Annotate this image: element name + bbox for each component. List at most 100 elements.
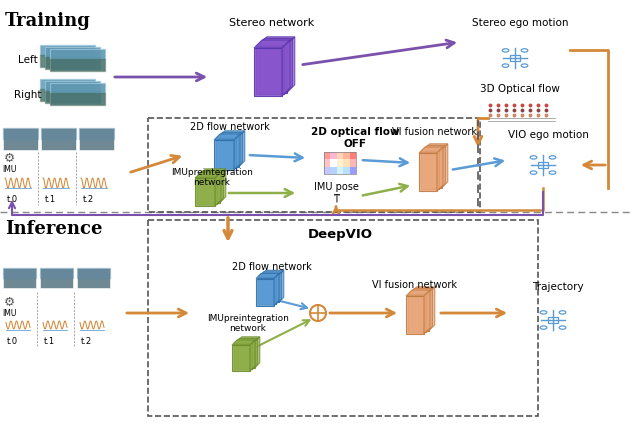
Polygon shape [284,39,292,95]
Polygon shape [408,294,427,332]
Polygon shape [350,167,356,174]
Polygon shape [411,293,429,331]
Polygon shape [324,152,330,159]
Polygon shape [343,152,350,159]
Polygon shape [429,287,435,331]
Polygon shape [421,145,445,151]
Polygon shape [261,271,284,275]
Polygon shape [411,287,435,293]
Polygon shape [237,337,260,342]
Polygon shape [337,167,343,174]
Polygon shape [424,150,442,188]
Text: t.0: t.0 [6,338,18,346]
Polygon shape [287,37,295,93]
Polygon shape [256,273,279,279]
Polygon shape [220,169,226,203]
Polygon shape [258,272,282,277]
Text: DeepVIO: DeepVIO [307,228,372,241]
Polygon shape [324,167,330,174]
Bar [148,220,538,416]
Polygon shape [330,152,337,159]
Bar [324,152,356,174]
Text: IMU pose
T: IMU pose T [314,182,358,204]
Polygon shape [219,137,239,167]
Polygon shape [408,288,432,294]
Text: t.0: t.0 [6,195,18,204]
Polygon shape [253,338,258,369]
Bar [77,268,110,288]
Polygon shape [427,288,432,332]
Polygon shape [254,48,282,96]
Polygon shape [256,279,274,306]
Polygon shape [439,145,445,190]
Polygon shape [277,272,282,304]
Polygon shape [406,296,424,334]
Polygon shape [216,138,236,168]
Polygon shape [195,172,221,178]
Text: Stereo ego motion: Stereo ego motion [472,18,568,28]
Text: 2D flow network: 2D flow network [232,262,312,272]
Bar [40,79,95,101]
Text: Right: Right [14,90,42,100]
Circle shape [310,305,326,321]
Polygon shape [274,273,279,306]
Text: t.1: t.1 [45,195,55,204]
Polygon shape [219,131,245,137]
Text: 3D Optical flow: 3D Optical flow [480,84,560,94]
Polygon shape [232,340,255,345]
Text: Stereo network: Stereo network [229,18,314,28]
Text: Training: Training [5,12,91,30]
Text: t.1: t.1 [43,338,55,346]
Text: IMUpreintegration
network: IMUpreintegration network [207,314,289,333]
Text: IMU: IMU [2,165,16,175]
Polygon shape [215,172,221,206]
Text: ⚙: ⚙ [3,151,14,165]
Polygon shape [236,132,243,168]
Text: IMU: IMU [2,310,16,318]
Polygon shape [234,343,253,369]
Polygon shape [200,175,220,203]
Text: 2D optical flow
OFF: 2D optical flow OFF [311,127,399,148]
Polygon shape [234,134,240,170]
Polygon shape [256,39,292,46]
Polygon shape [259,45,287,93]
Polygon shape [258,277,277,304]
Text: VI fusion network: VI fusion network [372,280,457,290]
Polygon shape [406,290,430,296]
Polygon shape [350,159,356,167]
Polygon shape [282,40,290,96]
Polygon shape [216,132,243,138]
Polygon shape [197,170,224,176]
Polygon shape [424,290,430,334]
Bar [40,45,95,67]
Polygon shape [200,169,226,175]
Polygon shape [255,337,260,368]
Bar [148,118,480,212]
Text: t.2: t.2 [81,338,91,346]
Polygon shape [214,140,234,170]
Polygon shape [214,134,240,140]
Text: 2D flow network: 2D flow network [190,122,270,132]
Text: IMUpreintegration
network: IMUpreintegration network [171,168,253,187]
Text: ⚙: ⚙ [3,296,14,309]
Polygon shape [419,153,437,191]
Text: Left: Left [18,55,38,65]
Polygon shape [254,40,290,48]
Polygon shape [259,37,295,45]
Bar [45,47,100,69]
Polygon shape [421,151,439,190]
Polygon shape [350,152,356,159]
Bar [50,49,105,71]
Polygon shape [261,275,279,302]
Bar [41,128,76,150]
Polygon shape [337,152,343,159]
Polygon shape [442,144,448,188]
Polygon shape [424,144,448,150]
Bar [3,268,36,288]
Text: t.2: t.2 [83,195,94,204]
Polygon shape [419,147,443,153]
Bar [50,83,105,105]
Text: T: T [333,195,339,205]
Polygon shape [279,271,284,302]
Polygon shape [324,159,330,167]
